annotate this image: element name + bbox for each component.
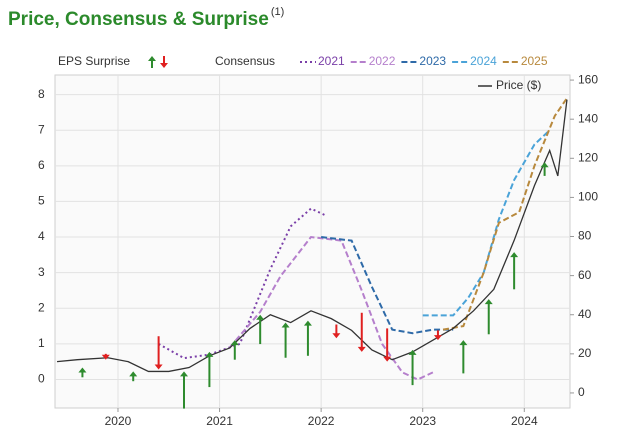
x-tick-label: 2024: [511, 414, 538, 428]
arrow-part: [256, 314, 265, 320]
surprise-arrow: [78, 367, 87, 378]
legend-label: 2022: [369, 54, 396, 68]
y2-tick-label: 80: [578, 229, 592, 243]
y2-tick-label: 60: [578, 268, 592, 282]
y-tick-label: 8: [38, 87, 45, 101]
series-line: [56, 99, 568, 373]
arrow-part: [101, 354, 110, 360]
series-line: [228, 235, 434, 381]
arrow-part: [510, 252, 519, 258]
y2-tick-label: 100: [578, 190, 598, 204]
arrow-part: [160, 63, 168, 68]
arrow-part: [148, 56, 156, 61]
surprise-arrow: [332, 324, 341, 339]
surprise-arrow: [510, 252, 519, 290]
y-tick-label: 7: [38, 122, 45, 136]
arrow-part: [383, 356, 392, 362]
y2-tick-label: 140: [578, 111, 598, 125]
y2-tick-label: 120: [578, 150, 598, 164]
arrow-part: [154, 364, 163, 370]
consensus-legend-label: Consensus: [215, 54, 275, 68]
surprise-arrow: [383, 328, 392, 362]
legend-label: 2024: [470, 54, 497, 68]
arrow-part: [180, 371, 189, 377]
y-tick-label: 3: [38, 265, 45, 279]
x-tick-label: 2022: [308, 414, 335, 428]
surprise-arrow: [459, 340, 468, 374]
surprise-arrow: [433, 330, 442, 341]
arrow-part: [433, 335, 442, 341]
legend-up-arrow: [148, 56, 156, 68]
y-tick-label: 0: [38, 372, 45, 386]
y-tick-label: 6: [38, 158, 45, 172]
arrow-part: [484, 299, 493, 305]
series-line: [422, 129, 551, 317]
arrow-part: [129, 371, 138, 377]
legend-label: 2025: [521, 54, 548, 68]
chart-title: Price, Consensus & Surprise: [8, 9, 269, 30]
surprise-legend-label: EPS Surprise: [58, 54, 130, 68]
arrow-part: [459, 340, 468, 346]
surprise-arrow: [205, 351, 214, 388]
x-tick-label: 2023: [409, 414, 436, 428]
arrow-part: [332, 333, 341, 339]
legend-label: 2021: [318, 54, 345, 68]
surprise-arrow: [230, 340, 239, 360]
surprise-arrow: [357, 312, 366, 352]
arrow-part: [205, 351, 214, 357]
arrow-part: [78, 367, 87, 373]
surprise-arrow: [484, 299, 493, 335]
y-tick-label: 4: [38, 229, 45, 243]
y2-tick-label: 160: [578, 72, 598, 86]
surprise-arrow: [129, 371, 138, 382]
y2-tick-label: 20: [578, 346, 592, 360]
surprise-arrow: [154, 336, 163, 370]
surprise-arrow: [540, 162, 549, 176]
surprise-arrow: [180, 371, 189, 409]
arrow-part: [408, 349, 417, 355]
y-tick-label: 1: [38, 336, 45, 350]
arrow-part: [281, 322, 290, 328]
arrow-part: [230, 340, 239, 346]
series-line: [321, 236, 454, 335]
legend-label: 2023: [419, 54, 446, 68]
legend-label: Price ($): [496, 78, 541, 92]
arrow-part: [540, 162, 549, 168]
surprise-arrow: [303, 320, 312, 356]
surprise-arrow: [281, 322, 290, 358]
arrow-part: [303, 320, 312, 326]
arrow-part: [357, 346, 366, 352]
title-note: (1): [271, 6, 284, 18]
legend-down-arrow: [160, 56, 168, 68]
y-tick-label: 5: [38, 194, 45, 208]
y-tick-label: 2: [38, 300, 45, 314]
surprise-arrow: [256, 314, 265, 345]
y2-tick-label: 0: [578, 385, 585, 399]
x-tick-label: 2021: [206, 414, 233, 428]
x-tick-label: 2020: [105, 414, 132, 428]
surprise-arrow: [101, 353, 110, 360]
surprise-arrow: [408, 349, 417, 386]
y2-tick-label: 40: [578, 307, 592, 321]
